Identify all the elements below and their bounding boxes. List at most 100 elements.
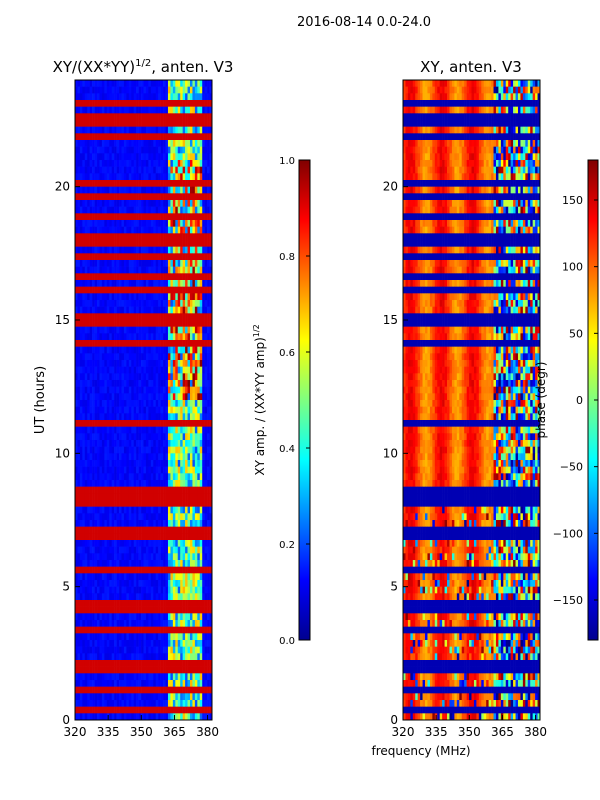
heatmap-cell [170,406,174,414]
heatmap-cell [128,326,132,334]
heatmap-cell [119,253,122,261]
heatmap-cell [119,600,122,607]
heatmap-cell [143,606,147,614]
heatmap-cell [180,626,183,634]
heatmap-cell [202,420,205,427]
heatmap-cell [99,486,103,494]
heatmap-cell [128,320,132,327]
heatmap-cell [92,540,95,547]
heatmap-cell [194,326,198,334]
heatmap-cell [153,613,157,621]
heatmap-cell [165,600,169,607]
heatmap-cell [111,526,115,534]
heatmap-cell [84,86,88,94]
heatmap-cell [119,346,122,354]
heatmap-cell [128,393,132,401]
heatmap-cell [79,566,83,574]
heatmap-cell [160,253,164,261]
heatmap-cell [84,640,88,647]
heatmap-cell [136,273,139,281]
heatmap-cell [150,286,154,294]
heatmap-cell [131,140,135,147]
heatmap-cell [180,206,183,214]
heatmap-cell [177,400,181,407]
heatmap-cell [99,600,103,607]
heatmap-cell [123,480,127,487]
heatmap-cell [99,266,103,274]
heatmap-cell [75,113,78,121]
heatmap-cell [180,413,183,421]
heatmap-cell [172,413,176,421]
heatmap-cell [136,360,139,367]
heatmap-cell [155,526,159,534]
heatmap-cell [175,233,179,241]
heatmap-cell [204,120,208,127]
heatmap-cell [180,346,183,354]
heatmap-cell [141,213,144,221]
heatmap-cell [111,240,115,247]
heatmap-cell [97,653,100,661]
heatmap-cell [116,320,120,327]
heatmap-cell [163,300,166,307]
heatmap-cell [84,400,88,407]
heatmap-cell [192,526,196,534]
heatmap-cell [153,593,157,601]
heatmap-cell [141,393,144,401]
heatmap-cell [106,540,110,547]
heatmap-cell [116,233,120,241]
heatmap-cell [82,560,86,567]
heatmap-cell [131,266,135,274]
heatmap-cell [209,266,213,274]
heatmap-cell [111,173,115,181]
heatmap-cell [104,606,108,614]
heatmap-cell [101,613,105,621]
heatmap-cell [94,213,98,221]
heatmap-cell [99,533,103,541]
heatmap-cell [167,500,171,507]
heatmap-cell [145,100,149,107]
heatmap-cell [187,266,191,274]
heatmap-cell [131,466,135,474]
heatmap-cell [187,306,191,314]
heatmap-cell [138,273,142,281]
heatmap-cell [170,93,174,101]
heatmap-cell [177,186,181,194]
heatmap-cell [148,86,152,94]
heatmap-cell [116,593,120,601]
heatmap-cell [89,646,93,654]
heatmap-cell [123,666,127,674]
heatmap-cell [84,486,88,494]
heatmap-cell [155,313,159,321]
heatmap-cell [82,80,86,87]
heatmap-cell [153,193,157,201]
heatmap-cell [92,453,95,461]
heatmap-cell [116,420,120,427]
heatmap-cell [177,333,181,341]
heatmap-cell [94,586,98,594]
heatmap-cell [153,320,157,327]
heatmap-cell [187,346,191,354]
heatmap-cell [207,606,210,614]
heatmap-cell [126,540,130,547]
heatmap-cell [106,340,110,347]
heatmap-cell [131,213,135,221]
heatmap-cell [101,386,105,394]
heatmap-cell [185,346,188,354]
heatmap-cell [128,113,132,121]
heatmap-cell [75,346,78,354]
heatmap-cell [199,80,203,87]
heatmap-cell [177,246,181,254]
heatmap-cell [114,493,117,501]
heatmap-cell [75,80,78,87]
heatmap-cell [136,466,139,474]
heatmap-cell [207,546,210,554]
heatmap-cell [89,306,93,314]
heatmap-cell [175,106,179,114]
heatmap-cell [94,353,98,361]
heatmap-cell [133,613,137,621]
heatmap-cell [131,660,135,667]
heatmap-cell [99,253,103,261]
heatmap-cell [89,286,93,294]
heatmap-cell [126,313,130,321]
heatmap-cell [121,126,125,134]
